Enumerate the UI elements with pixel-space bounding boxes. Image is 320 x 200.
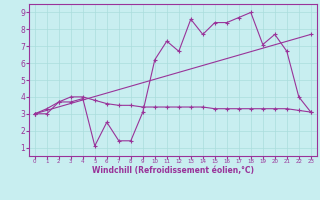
X-axis label: Windchill (Refroidissement éolien,°C): Windchill (Refroidissement éolien,°C) [92, 166, 254, 175]
